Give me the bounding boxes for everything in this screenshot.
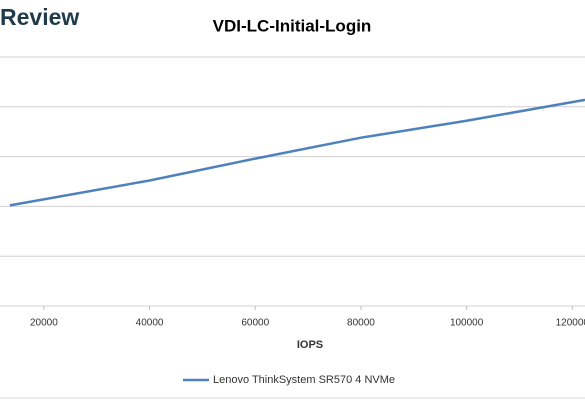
x-tick-label: 100000: [450, 318, 484, 329]
brand-logo: Review: [0, 4, 79, 30]
legend-label: Lenovo ThinkSystem SR570 4 NVMe: [213, 374, 395, 386]
chart-title: VDI-LC-Initial-Login: [213, 16, 372, 35]
x-tick-label: 60000: [241, 318, 269, 329]
x-tick-label: 120000: [556, 318, 585, 329]
x-tick-label: 80000: [347, 318, 375, 329]
x-tick-label: 40000: [136, 318, 164, 329]
x-axis-label: IOPS: [297, 339, 323, 351]
series-line: [9, 98, 585, 207]
x-tick-label: 20000: [30, 318, 58, 329]
